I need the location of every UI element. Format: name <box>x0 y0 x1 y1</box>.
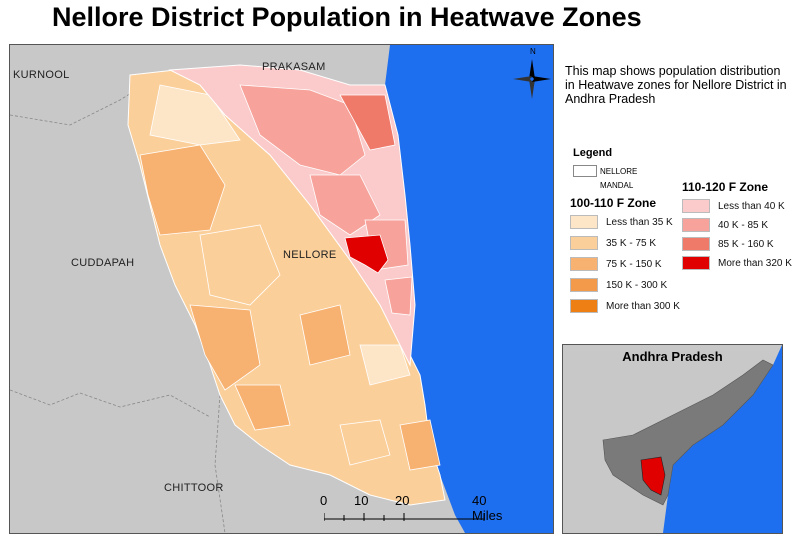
label-kurnool: KURNOOL <box>13 69 70 81</box>
zone-110-120-item: 85 K - 160 K <box>682 237 774 251</box>
legend-swatch <box>570 257 598 271</box>
nellore-swatch <box>573 165 597 177</box>
legend-label: More than 300 K <box>606 300 680 312</box>
zone-100-110-heading: 100-110 F Zone <box>570 196 657 210</box>
scale-tick-0: 0 <box>320 493 328 508</box>
legend-swatch <box>682 199 710 213</box>
inset-map: Andhra Pradesh <box>562 344 783 534</box>
legend-label: Less than 35 K <box>606 216 673 228</box>
inset-title: Andhra Pradesh <box>622 349 723 364</box>
legend-mandal-label: MANDAL <box>600 181 634 190</box>
legend-label: 40 K - 85 K <box>718 219 769 231</box>
legend-label: 35 K - 75 K <box>606 237 657 249</box>
label-cuddapah: CUDDAPAH <box>71 257 135 269</box>
main-map: KURNOOL PRAKASAM CUDDAPAH NELLORE CHITTO… <box>9 44 554 534</box>
legend-label: More than 320 K <box>718 257 792 269</box>
scale-tick-20: 20 <box>395 493 410 508</box>
legend-title: Legend <box>573 147 613 159</box>
zone-110-120-item: More than 320 K <box>682 256 792 270</box>
legend-swatch <box>570 215 598 229</box>
legend-label: 150 K - 300 K <box>606 279 668 291</box>
zone-100-110-item: More than 300 K <box>570 299 680 313</box>
map-svg <box>10 45 553 533</box>
legend-swatch <box>682 237 710 251</box>
scale-tick-10: 10 <box>354 493 369 508</box>
legend-swatch <box>570 236 598 250</box>
legend-label: 85 K - 160 K <box>718 238 774 250</box>
north-arrow-icon: N <box>513 47 551 105</box>
legend-swatch <box>570 299 598 313</box>
legend-label: 75 K - 150 K <box>606 258 662 270</box>
legend-swatch <box>682 256 710 270</box>
legend-nellore-label: NELLORE <box>600 167 638 176</box>
legend-swatch <box>570 278 598 292</box>
legend-swatch <box>682 218 710 232</box>
zone-110-120-heading: 110-120 F Zone <box>682 180 769 194</box>
map-title: Nellore District Population in Heatwave … <box>52 2 642 32</box>
legend-label: Less than 40 K <box>718 200 785 212</box>
zone-100-110-item: 150 K - 300 K <box>570 278 667 292</box>
zone-110-120-item: 40 K - 85 K <box>682 218 768 232</box>
label-chittoor: CHITTOOR <box>164 482 224 494</box>
zone-110-120-item: Less than 40 K <box>682 199 785 213</box>
label-prakasam: PRAKASAM <box>262 61 326 73</box>
label-nellore: NELLORE <box>283 249 337 261</box>
zone-100-110-item: 35 K - 75 K <box>570 236 656 250</box>
map-description: This map shows population distribution i… <box>565 64 787 106</box>
zone-100-110-item: 75 K - 150 K <box>570 257 662 271</box>
inset-svg <box>563 345 782 533</box>
zone-100-110-item: Less than 35 K <box>570 215 673 229</box>
